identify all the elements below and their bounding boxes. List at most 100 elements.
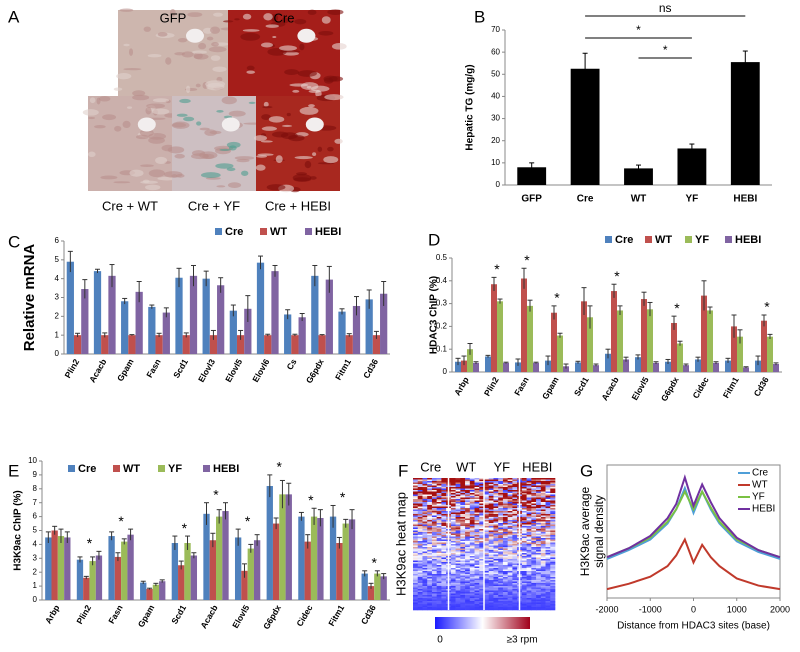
heatmap-cell: [545, 586, 551, 588]
texture: [88, 151, 96, 158]
heatmap-cell: [512, 499, 518, 501]
heatmap-cell: [450, 557, 456, 560]
heatmap-cell: [417, 553, 423, 555]
colorbar-label: 0: [437, 635, 443, 646]
heatmap-cell: [540, 599, 546, 602]
heatmap-cell: [436, 514, 442, 516]
heatmap-cell: [498, 553, 504, 555]
heatmap-cell: [422, 529, 428, 531]
heatmap-cell: [493, 607, 499, 609]
heatmap-cell: [526, 493, 532, 495]
heatmap-cell: [493, 539, 499, 542]
texture: [266, 184, 286, 191]
heatmap-cell: [540, 487, 546, 489]
texture: [324, 94, 344, 101]
bar: [202, 278, 210, 354]
heatmap-cell: [427, 544, 433, 546]
heatmap-cell: [460, 493, 466, 495]
heatmap-cell: [488, 479, 494, 482]
heatmap-cell: [502, 598, 508, 600]
heatmap-cell: [450, 539, 456, 542]
texture: [114, 125, 122, 132]
heatmap-cell: [550, 587, 556, 590]
bar: [677, 148, 707, 185]
heatmap-cell: [436, 548, 442, 551]
heatmap-cell: [540, 544, 546, 546]
heatmap-cell: [498, 556, 504, 558]
heatmap-cell: [484, 556, 490, 558]
heatmap-cell: [441, 499, 447, 501]
heatmap-cell: [427, 490, 433, 492]
bar: [517, 167, 547, 185]
heatmap-cell: [550, 508, 556, 510]
significance: *: [614, 268, 620, 284]
x-tick-label: G6pdx: [304, 357, 326, 385]
heatmap-cell: [479, 512, 485, 515]
heatmap-cell: [512, 524, 518, 527]
heatmap-cell: [455, 496, 461, 498]
heatmap-cell: [507, 478, 513, 480]
heatmap-cell: [526, 556, 532, 558]
texture: [323, 77, 334, 84]
heatmap-cell: [450, 482, 456, 485]
heatmap-cell: [493, 605, 499, 608]
heatmap-cell: [540, 580, 546, 582]
heatmap-cell: [521, 598, 527, 600]
heatmap-cell: [484, 559, 490, 561]
x-tick-label: Plin2: [74, 603, 93, 626]
heatmap-cell: [493, 557, 499, 560]
heatmap-cell: [484, 599, 490, 602]
heatmap-cell: [431, 503, 437, 506]
heatmap-cell: [521, 572, 527, 575]
heatmap-cell: [422, 602, 428, 605]
heatmap-cell: [413, 490, 419, 492]
heatmap-cell: [540, 551, 546, 554]
heatmap-cell: [474, 590, 480, 593]
legend-label: WT: [123, 463, 140, 475]
heatmap-cell: [484, 487, 490, 489]
heatmap-cell: [474, 500, 480, 503]
heatmap-cell: [550, 577, 556, 579]
heatmap-cell: [550, 571, 556, 573]
heatmap-cell: [460, 488, 466, 491]
heatmap-cell: [512, 586, 518, 588]
heatmap-cell: [455, 481, 461, 483]
heatmap-cell: [493, 532, 499, 534]
heatmap-cell: [436, 566, 442, 569]
heatmap-cell: [550, 602, 556, 605]
heatmap-cell: [455, 482, 461, 485]
heatmap-cell: [427, 527, 433, 530]
heatmap-cell: [493, 481, 499, 483]
heatmap-cell: [417, 599, 423, 602]
heatmap-cell: [488, 560, 494, 563]
heatmap-cell: [531, 557, 537, 560]
heatmap-cell: [465, 518, 471, 521]
heatmap-cell: [502, 569, 508, 572]
heatmap-cell: [450, 488, 456, 491]
heatmap-cell: [455, 523, 461, 525]
heatmap-cell: [526, 523, 532, 525]
heatmap-cell: [488, 574, 494, 576]
heatmap-cell: [493, 553, 499, 555]
heatmap-cell: [465, 560, 471, 563]
heatmap-cell: [526, 587, 532, 590]
heatmap-cell: [545, 539, 551, 542]
x-tick-label: Fasn: [144, 357, 163, 379]
heatmap-cell: [545, 506, 551, 509]
heatmap-cell: [545, 545, 551, 548]
heatmap-cell: [450, 509, 456, 512]
heatmap-cell: [488, 608, 494, 611]
heatmap-cell: [474, 536, 480, 539]
heatmap-cell: [536, 560, 542, 563]
heatmap-cell: [536, 490, 542, 492]
heatmap-cell: [526, 487, 532, 489]
y-tick-label: 0.1: [436, 344, 448, 353]
heatmap-cell: [455, 568, 461, 570]
heatmap-cell: [474, 494, 480, 497]
heatmap-cell: [507, 505, 513, 507]
heatmap-cell: [512, 497, 518, 500]
heatmap-cell: [460, 577, 466, 579]
heatmap-cell: [436, 550, 442, 552]
heatmap-cell: [526, 568, 532, 570]
heatmap-cell: [498, 542, 504, 545]
